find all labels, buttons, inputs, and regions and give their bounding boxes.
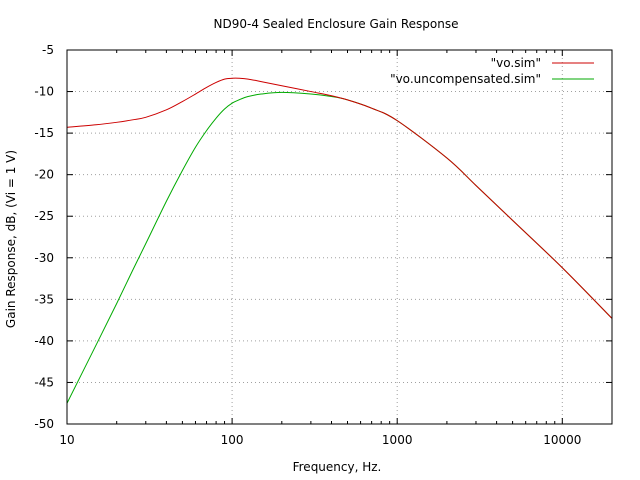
series-line [66,77,613,319]
legend-label: "vo.uncompensated.sim" [390,72,541,86]
tick-labels: -5 -10 -15 -20 -25 -30 -35 -40 -45 -50 10 100 1000 10… [34,43,581,447]
series-lines [66,77,613,404]
legend: "vo.sim" "vo.uncompensated.sim" [390,56,594,86]
x-tick-label: 10000 [543,433,581,447]
y-tick-label: -10 [34,85,54,99]
y-tick-label: -35 [34,292,54,306]
y-tick-label: -30 [34,251,54,265]
y-tick-label: -5 [42,43,54,57]
y-tick-label: -50 [34,417,54,431]
y-tick-label: -45 [34,375,54,389]
chart-title: ND90-4 Sealed Enclosure Gain Response [214,17,459,31]
x-tick-label: 10 [59,433,74,447]
y-axis-label: Gain Response, dB, (Vi = 1 V) [4,150,18,328]
y-tick-label: -20 [34,168,54,182]
y-tick-label: -25 [34,209,54,223]
series-line [66,91,613,404]
y-tick-label: -40 [34,334,54,348]
grid-lines [67,50,612,424]
x-axis-label: Frequency, Hz. [293,460,382,474]
legend-label: "vo.sim" [491,56,541,70]
plot-border [66,49,613,425]
x-tick-label: 100 [221,433,244,447]
x-tick-label: 1000 [382,433,413,447]
y-tick-label: -15 [34,126,54,140]
